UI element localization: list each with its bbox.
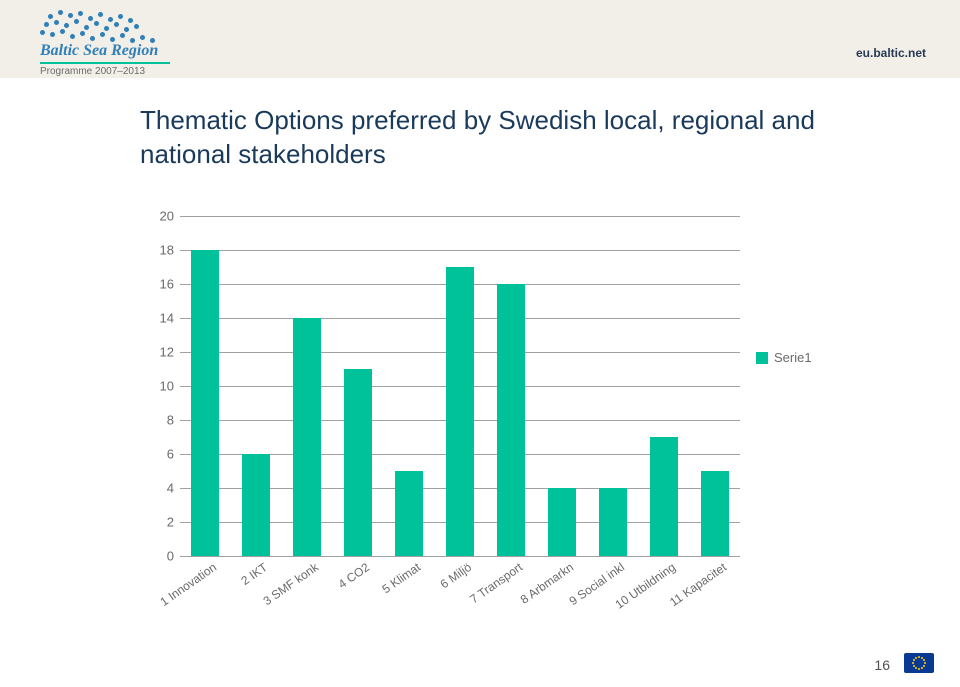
programme-logo: Baltic Sea Region Programme 2007–2013	[40, 8, 170, 77]
chart-bar	[650, 437, 678, 556]
y-tick-label: 8	[146, 413, 174, 428]
chart-bar	[701, 471, 729, 556]
legend-swatch-icon	[756, 352, 768, 364]
chart-bar	[344, 369, 372, 556]
y-tick-label: 20	[146, 209, 174, 224]
grid-line	[180, 216, 740, 217]
y-tick-label: 2	[146, 515, 174, 530]
chart-bar	[191, 250, 219, 556]
chart-legend: Serie1	[756, 350, 812, 365]
logo-dots-icon	[40, 8, 160, 46]
site-link: eu.baltic.net	[856, 46, 926, 60]
x-tick-label: 5 Klimat	[380, 560, 424, 596]
chart-bar	[548, 488, 576, 556]
y-tick-label: 0	[146, 549, 174, 564]
y-tick-label: 4	[146, 481, 174, 496]
x-tick-label: 6 Miljö	[438, 560, 474, 591]
y-tick-label: 12	[146, 345, 174, 360]
bar-chart: 02468101214161820 Serie1 1 Innovation 2 I…	[140, 216, 820, 616]
logo-subtitle: Programme 2007–2013	[40, 66, 170, 77]
chart-bar	[446, 267, 474, 556]
x-tick-label: 7 Transport	[467, 560, 525, 606]
page-title: Thematic Options preferred by Swedish lo…	[140, 104, 840, 172]
x-tick-label: 1 Innovation	[158, 560, 220, 609]
chart-bar	[497, 284, 525, 556]
x-tick-label: 3 SMF konk	[261, 560, 321, 608]
plot-area: 02468101214161820	[180, 216, 740, 557]
x-tick-label: 4 CO2	[336, 560, 372, 591]
chart-bar	[395, 471, 423, 556]
x-tick-label: 2 IKT	[239, 560, 271, 588]
y-tick-label: 10	[146, 379, 174, 394]
y-tick-label: 16	[146, 277, 174, 292]
y-tick-label: 6	[146, 447, 174, 462]
logo-underline	[40, 62, 170, 64]
chart-bar	[242, 454, 270, 556]
x-tick-label: 11 Kapacitet	[667, 560, 729, 609]
chart-bar	[599, 488, 627, 556]
legend-label: Serie1	[774, 350, 812, 365]
page-number: 16	[874, 657, 890, 673]
chart-bar	[293, 318, 321, 556]
y-tick-label: 18	[146, 243, 174, 258]
header-band: Baltic Sea Region Programme 2007–2013 eu…	[0, 0, 960, 78]
grid-line	[180, 250, 740, 251]
y-tick-label: 14	[146, 311, 174, 326]
x-tick-label: 8 Arbmarkn	[518, 560, 576, 607]
eu-flag-icon	[904, 653, 934, 673]
